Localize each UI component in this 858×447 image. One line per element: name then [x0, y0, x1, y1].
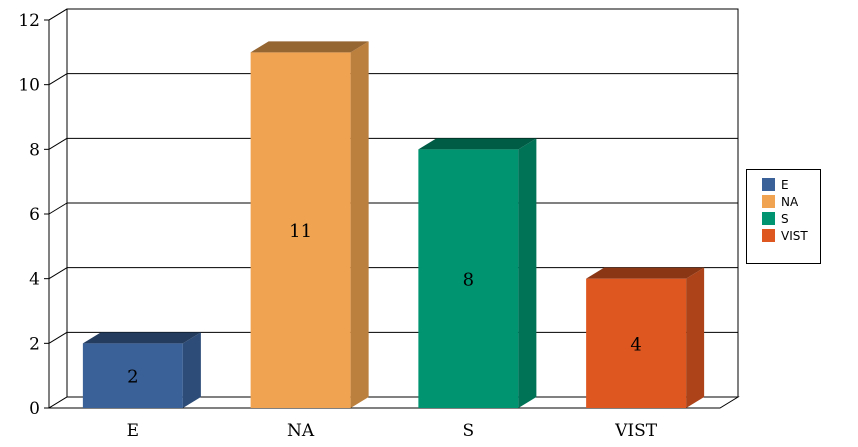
legend-item-e: E: [762, 176, 820, 193]
bar-s: [418, 138, 537, 409]
y-tick-label: 10: [18, 76, 40, 96]
bar-na: [250, 41, 369, 408]
bar-side-na: [350, 41, 369, 408]
bar-front-s: [418, 149, 519, 409]
labels: 0 2 4 6 8 10 12 2 E 11 NA 8 S 4 VIST: [18, 11, 657, 441]
gridline-side: [48, 267, 68, 280]
y-tick-label: 8: [29, 140, 40, 160]
gridline-side: [48, 73, 68, 86]
bar-top-na: [250, 41, 369, 53]
x-tick-label-na: NA: [287, 421, 315, 441]
bar-vist: [586, 267, 705, 408]
legend-item-vist: VIST: [762, 227, 820, 244]
bar-side-e: [182, 332, 201, 408]
legend-label-na: NA: [781, 194, 799, 209]
legend-item-na: NA: [762, 193, 820, 210]
bars: [82, 41, 705, 409]
legend-label-e: E: [781, 177, 789, 192]
axes: [44, 8, 68, 409]
gridline-side: [48, 331, 68, 344]
y-tick-label: 4: [29, 270, 40, 290]
legend-label-vist: VIST: [781, 228, 808, 243]
legend-swatch-na: [762, 195, 775, 208]
data-label-vist: 4: [630, 334, 641, 355]
data-label-e: 2: [127, 367, 138, 388]
y-tick-label: 2: [29, 334, 40, 354]
bar-top-e: [82, 332, 201, 344]
y-axis-top: [48, 8, 68, 21]
x-tick-label-vist: VIST: [614, 421, 658, 441]
gridline-side: [48, 137, 68, 150]
bar-front-vist: [586, 278, 687, 408]
bar-front-e: [82, 343, 183, 408]
legend-label-s: S: [781, 211, 789, 226]
gridline-side: [48, 202, 68, 215]
bar-side-s: [518, 138, 537, 409]
data-label-s: 8: [463, 270, 474, 291]
x-tick-label-e: E: [127, 421, 139, 441]
data-label-na: 11: [289, 221, 312, 242]
y-tick-label: 12: [18, 11, 40, 31]
y-tick-label: 6: [29, 205, 40, 225]
bar-top-vist: [586, 267, 705, 279]
bar-e: [82, 332, 201, 408]
legend-swatch-s: [762, 212, 775, 225]
bar-top-s: [418, 138, 537, 150]
legend-swatch-vist: [762, 229, 775, 242]
chart-legend: E NA S VIST: [746, 169, 821, 264]
bar-front-na: [250, 52, 351, 408]
y-tick-label: 0: [29, 399, 40, 419]
x-tick-label-s: S: [463, 421, 475, 441]
legend-item-s: S: [762, 210, 820, 227]
bar-side-vist: [686, 267, 705, 408]
legend-swatch-e: [762, 178, 775, 191]
